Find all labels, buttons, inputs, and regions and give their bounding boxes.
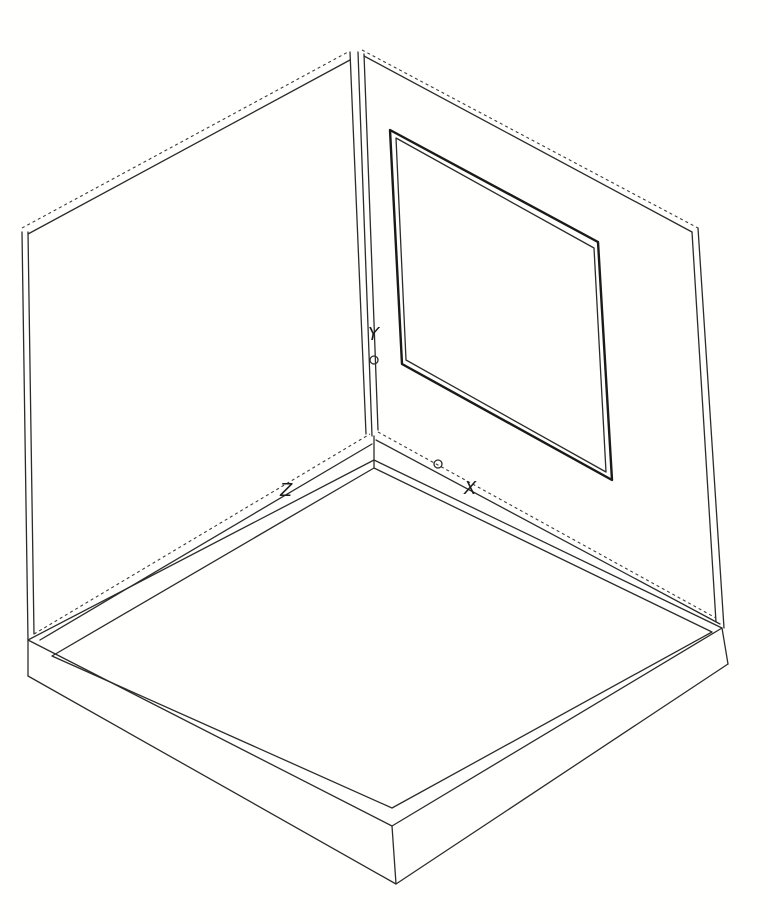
axis-labels: Y X Z [279, 324, 477, 501]
right-wall-outer-edge [697, 227, 725, 629]
axis-label-y: Y [368, 324, 381, 345]
floor-top-face [27, 459, 723, 827]
right-wall-inner-edge [691, 231, 717, 623]
floor-front-right-edge [721, 627, 729, 665]
floor-slab [27, 459, 729, 885]
corner-edge-back [363, 53, 379, 431]
corner-edge-inner [357, 51, 373, 437]
right-wall-base-edge [377, 431, 717, 619]
floor-inner-outline [51, 467, 713, 809]
origin-mark-x [433, 459, 443, 469]
left-wall-top-inner-edge [27, 59, 351, 235]
corner-column [349, 51, 379, 469]
left-wall-base-edge [33, 433, 371, 635]
floor-bottom-edges [27, 663, 729, 885]
axis-label-x: X [463, 478, 477, 499]
axis-label-z: Z [279, 480, 293, 501]
left-wall [21, 51, 373, 641]
right-wall [361, 49, 725, 629]
right-wall-top-edge [361, 49, 699, 229]
corner-edge-outer [349, 51, 367, 435]
right-wall-base-inner-edge [375, 439, 721, 625]
window [388, 128, 614, 482]
origin-mark-y [369, 355, 379, 365]
window-inner-frame [395, 137, 607, 473]
left-wall-base-inner-edge [39, 443, 373, 641]
left-wall-inner-edge [27, 231, 35, 635]
window-frame [388, 128, 614, 482]
left-wall-top-edge [21, 51, 349, 229]
left-wall-outer-edge [21, 231, 29, 641]
floor-front-corner-edge [391, 825, 397, 885]
right-wall-top-inner-edge [363, 55, 693, 233]
